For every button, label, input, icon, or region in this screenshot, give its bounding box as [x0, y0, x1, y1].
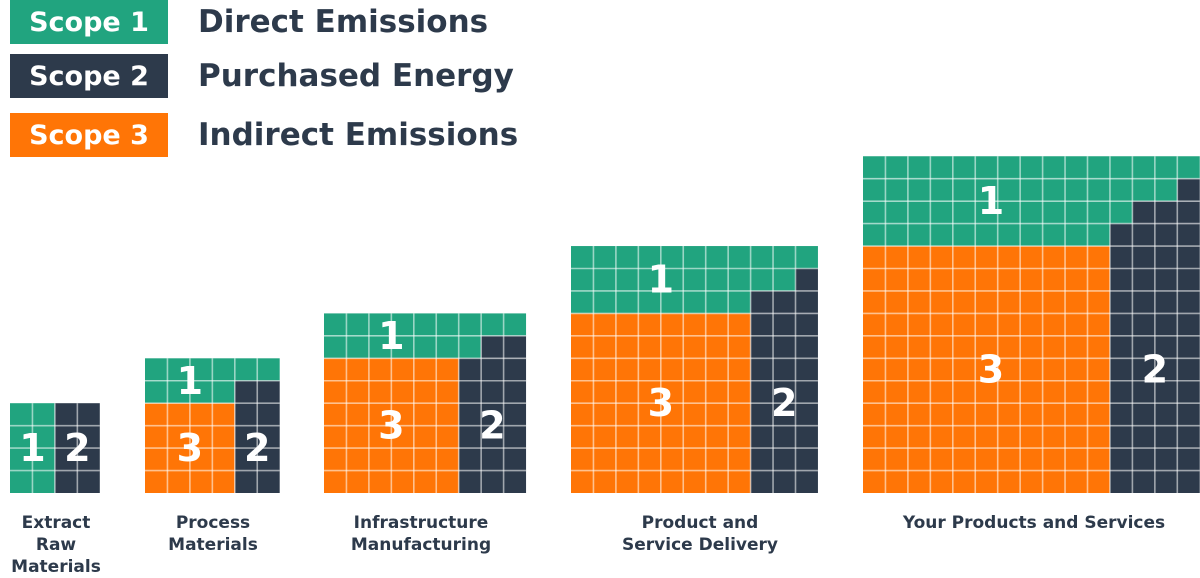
- legend-row-scope2: Scope 2 Purchased Energy: [10, 54, 514, 98]
- caption-infrastructure-manufacturing: Infrastructure Manufacturing: [326, 512, 516, 556]
- scope-number-label: 3: [378, 404, 404, 448]
- scope-number-label: 1: [177, 359, 203, 403]
- scope-number-label: 1: [19, 426, 45, 470]
- scope-region: [571, 246, 818, 269]
- caption-line: Process: [175, 513, 251, 533]
- grid-lines: [571, 246, 818, 493]
- grid-lines: [324, 313, 527, 493]
- grid-lines: [145, 358, 280, 493]
- caption-line: Infrastructure: [353, 513, 489, 533]
- scope-number-label: 3: [648, 381, 674, 425]
- scope3-badge: Scope 3: [10, 113, 168, 157]
- scope-region: [1132, 201, 1200, 224]
- grid-lines: [863, 156, 1200, 493]
- scope-region: [1177, 178, 1200, 202]
- scope-number-label: 1: [378, 314, 404, 358]
- legend-row-scope3: Scope 3 Indirect Emissions: [10, 113, 518, 157]
- scope1-badge: Scope 1: [10, 0, 168, 44]
- scope-region: [863, 223, 1110, 247]
- scope-blocks-figure: 1 213 213 213 213 2: [10, 156, 1200, 493]
- scope-number-label: 3: [978, 348, 1004, 392]
- caption-line: Manufacturing: [350, 535, 492, 555]
- scope-number-label: 3: [177, 426, 203, 470]
- block-process-materials: 1 3 2: [145, 358, 280, 493]
- block-product-service-delivery: 1 3 2: [571, 246, 818, 493]
- scope-region: [795, 268, 818, 291]
- scope-region: [863, 156, 1200, 179]
- caption-your-products-services: Your Products and Services: [884, 512, 1184, 534]
- legend-row-scope1: Scope 1 Direct Emissions: [10, 0, 488, 44]
- caption-line: Product and: [641, 513, 759, 533]
- caption-line: Materials: [168, 535, 258, 555]
- scope-number-label: 1: [648, 258, 674, 302]
- scope-number-label: 2: [64, 426, 90, 470]
- scope-number-label: 1: [978, 179, 1004, 223]
- scope-number-label: 2: [244, 426, 270, 470]
- scope2-label: Purchased Energy: [198, 58, 514, 94]
- scope-number-label: 2: [771, 381, 797, 425]
- caption-extract-raw-materials: Extract Raw Materials: [0, 512, 112, 578]
- scope3-label: Indirect Emissions: [198, 117, 519, 153]
- scope1-label: Direct Emissions: [198, 4, 489, 40]
- scope-region: [324, 313, 527, 336]
- caption-process-materials: Process Materials: [143, 512, 283, 556]
- block-your-products-services: 1 3 2: [863, 156, 1200, 493]
- caption-line: Your Products and Services: [902, 513, 1166, 533]
- scope-region: [750, 290, 818, 314]
- block-infrastructure-manufacturing: 1 3 2: [324, 313, 527, 493]
- scope-region: [324, 335, 482, 359]
- caption-line: Extract Raw: [21, 513, 91, 555]
- grid-lines: [10, 403, 100, 493]
- scope-number-label: 2: [1142, 348, 1168, 392]
- caption-line: Materials: [11, 557, 101, 577]
- scope-number-label: 2: [479, 404, 505, 448]
- caption-line: Service Delivery: [622, 535, 778, 555]
- scope2-badge: Scope 2: [10, 54, 168, 98]
- caption-product-service-delivery: Product and Service Delivery: [584, 512, 816, 556]
- scope-region: [863, 246, 1110, 493]
